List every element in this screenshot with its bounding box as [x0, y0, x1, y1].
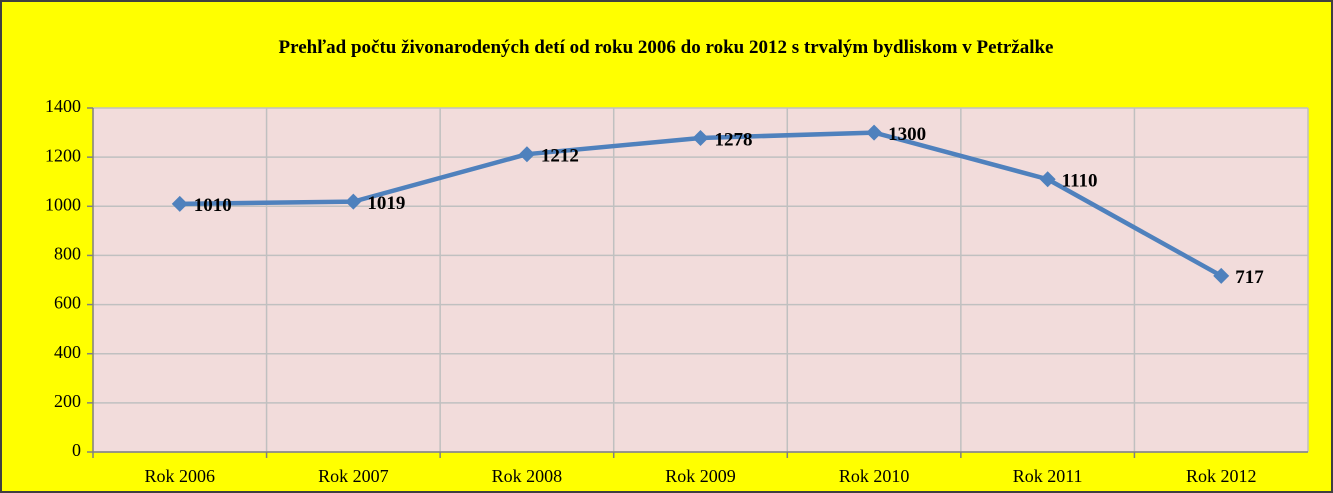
y-tick-label: 600	[54, 293, 81, 313]
y-tick-label: 1400	[45, 96, 81, 116]
x-tick-label: Rok 2007	[318, 466, 389, 486]
data-label: 1278	[715, 129, 753, 150]
data-label: 1010	[194, 195, 232, 216]
data-point	[518, 146, 535, 163]
data-point	[1039, 171, 1056, 188]
data-point	[171, 195, 188, 212]
data-label: 1019	[367, 193, 405, 214]
y-tick-label: 1000	[45, 194, 81, 214]
data-point	[1213, 267, 1230, 284]
data-label: 1300	[888, 124, 926, 145]
data-label: 1110	[1062, 171, 1098, 192]
x-tick-label: Rok 2009	[665, 466, 736, 486]
data-label: 717	[1235, 267, 1264, 288]
chart-title: Prehľad počtu živonarodených detí od rok…	[278, 37, 1054, 58]
y-tick-label: 0	[72, 440, 81, 460]
y-tick-label: 400	[54, 342, 81, 362]
x-tick-label: Rok 2010	[839, 466, 910, 486]
x-tick-label: Rok 2008	[492, 466, 563, 486]
x-tick-label: Rok 2011	[1013, 466, 1083, 486]
data-point	[866, 124, 883, 141]
data-point	[345, 193, 362, 210]
x-tick-label: Rok 2006	[145, 466, 216, 486]
x-tick-label: Rok 2012	[1186, 466, 1257, 486]
y-tick-label: 1200	[45, 145, 81, 165]
y-tick-label: 200	[54, 391, 81, 411]
y-tick-label: 800	[54, 244, 81, 264]
data-point	[692, 129, 709, 146]
plot-area	[93, 108, 1308, 452]
data-label: 1212	[541, 146, 579, 167]
